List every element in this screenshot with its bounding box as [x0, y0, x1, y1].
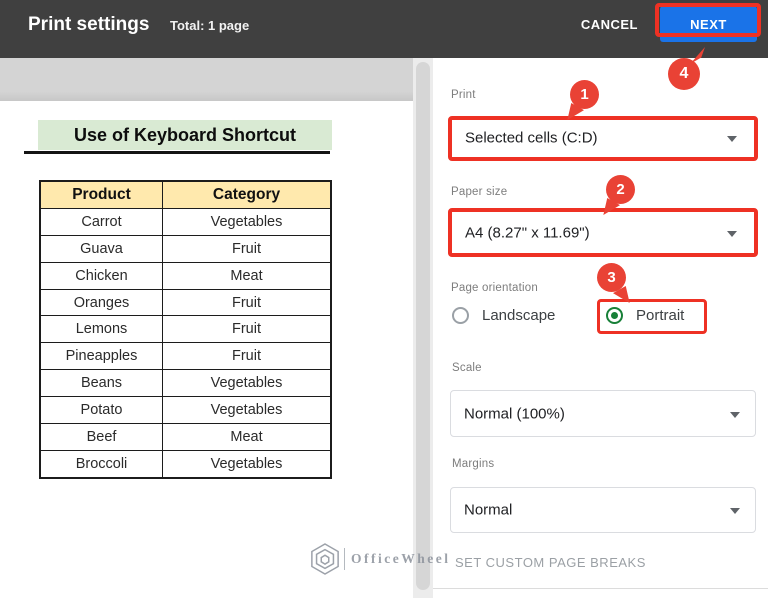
- chevron-down-icon: [730, 411, 740, 418]
- preview-scrollbar-thumb[interactable]: [416, 62, 430, 590]
- watermark-divider: [344, 548, 345, 570]
- watermark: OfficeWheel: [310, 543, 450, 575]
- next-button[interactable]: NEXT: [660, 6, 757, 42]
- chevron-down-icon: [727, 231, 737, 237]
- preview-table: Product Category Carrot Vegetables Guava Fr…: [39, 180, 332, 479]
- table-cell: Chicken: [40, 261, 163, 290]
- table-cell: Beans: [40, 369, 163, 398]
- officewheel-logo-icon: [311, 543, 339, 575]
- margins-field-label: Margins: [452, 458, 495, 470]
- table-cell: Broccoli: [40, 449, 163, 478]
- table-cell: Fruit: [162, 234, 331, 263]
- paper-size-dropdown[interactable]: A4 (8.27" x 11.69"): [452, 213, 752, 253]
- table-cell: Vegetables: [162, 449, 331, 478]
- print-dropdown-value: Selected cells (C:D): [465, 129, 598, 147]
- table-row: Pineapples Fruit: [40, 342, 331, 371]
- table-cell: Meat: [162, 261, 331, 290]
- table-row: Oranges Fruit: [40, 288, 331, 317]
- table-cell: Potato: [40, 396, 163, 425]
- table-cell: Oranges: [40, 288, 163, 317]
- table-cell: Vegetables: [162, 207, 331, 236]
- sheet-title-underline: [24, 151, 330, 154]
- dialog-header: Print settings Total: 1 page CANCEL NEXT: [0, 0, 768, 58]
- settings-panel: Print Selected cells (C:D) Paper size A4…: [433, 58, 768, 598]
- step-badge-4-icon: 4: [668, 47, 705, 90]
- table-row: Chicken Meat: [40, 261, 331, 290]
- portrait-radio-option[interactable]: Portrait: [606, 307, 684, 324]
- watermark-text: OfficeWheel: [351, 551, 451, 566]
- table-row: Carrot Vegetables: [40, 207, 331, 236]
- margins-dropdown-value: Normal: [464, 501, 513, 519]
- table-row: Potato Vegetables: [40, 396, 331, 425]
- table-cell: Meat: [162, 423, 331, 451]
- radio-unselected-icon[interactable]: [452, 307, 469, 324]
- table-cell: Carrot: [40, 207, 163, 236]
- radio-selected-icon[interactable]: [606, 307, 623, 324]
- step-badge-2-icon: 2: [603, 175, 635, 215]
- table-header-cell: Category: [162, 181, 331, 209]
- preview-background: [0, 58, 413, 101]
- table-cell: Vegetables: [162, 396, 331, 425]
- table-row: Lemons Fruit: [40, 315, 331, 344]
- page-orientation-field-label: Page orientation: [451, 282, 538, 294]
- paper-size-field-label: Paper size: [451, 186, 508, 198]
- landscape-radio-label: Landscape: [482, 307, 556, 324]
- print-dropdown[interactable]: Selected cells (C:D): [452, 120, 752, 156]
- table-cell: Fruit: [162, 342, 331, 371]
- print-field-label: Print: [451, 89, 476, 101]
- scale-dropdown[interactable]: Normal (100%): [450, 390, 756, 437]
- table-row: Beef Meat: [40, 423, 331, 451]
- table-cell: Lemons: [40, 315, 163, 344]
- table-header-cell: Product: [40, 181, 163, 209]
- table-cell: Guava: [40, 234, 163, 263]
- scale-field-label: Scale: [452, 362, 482, 374]
- table-cell: Fruit: [162, 315, 331, 344]
- portrait-radio-label: Portrait: [636, 307, 685, 324]
- paper-size-dropdown-value: A4 (8.27" x 11.69"): [465, 224, 590, 242]
- preview-scrollbar-track: [413, 58, 433, 598]
- table-cell: Fruit: [162, 288, 331, 317]
- table-header-row: Product Category: [40, 181, 331, 209]
- dialog-title: Print settings: [28, 14, 150, 35]
- table-row: Guava Fruit: [40, 234, 331, 263]
- page-count-label: Total: 1 page: [170, 18, 250, 33]
- sheet-title: Use of Keyboard Shortcut: [38, 120, 332, 150]
- set-custom-page-breaks-button[interactable]: SET CUSTOM PAGE BREAKS: [455, 555, 646, 570]
- table-row: Beans Vegetables: [40, 369, 331, 398]
- chevron-down-icon: [727, 136, 737, 142]
- cancel-button[interactable]: CANCEL: [580, 17, 638, 32]
- table-cell: Vegetables: [162, 369, 331, 398]
- margins-dropdown[interactable]: Normal: [450, 487, 756, 533]
- step-badge-1-icon: 1: [567, 80, 599, 120]
- table-row: Broccoli Vegetables: [40, 449, 331, 478]
- chevron-down-icon: [730, 508, 740, 514]
- landscape-radio-option[interactable]: Landscape: [452, 307, 555, 324]
- table-cell: Pineapples: [40, 342, 163, 371]
- scale-dropdown-value: Normal (100%): [464, 405, 565, 422]
- step-badge-3-icon: 3: [597, 263, 630, 303]
- panel-divider: [433, 588, 768, 589]
- table-cell: Beef: [40, 423, 163, 451]
